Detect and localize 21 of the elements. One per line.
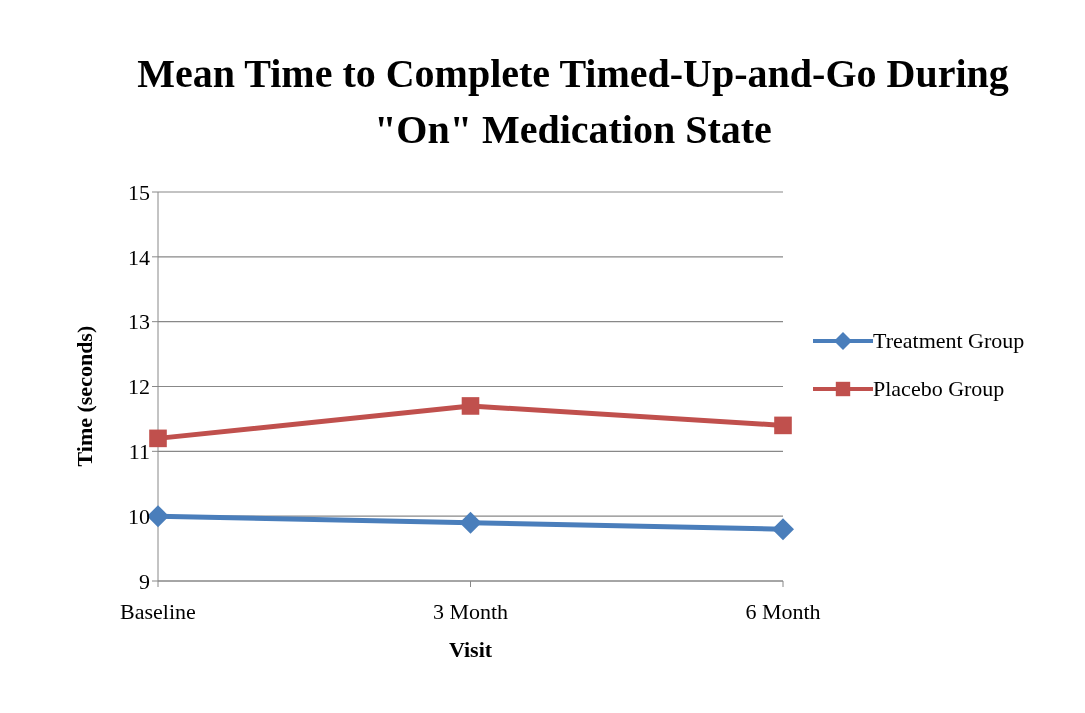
y-tick-label: 13 — [128, 309, 150, 335]
y-tick-label: 12 — [128, 374, 150, 400]
x-axis-title: Visit — [448, 637, 493, 662]
y-tick-label: 9 — [139, 568, 150, 594]
point — [461, 397, 480, 415]
point — [147, 505, 169, 528]
point — [772, 518, 794, 541]
x-tick-label: 6 Month — [745, 598, 821, 624]
point — [149, 429, 167, 448]
y-axis-title: Time (seconds) — [71, 325, 97, 467]
y-tick-label: 15 — [128, 179, 150, 205]
point — [459, 511, 482, 534]
y-tick-label: 10 — [128, 503, 150, 529]
point — [774, 416, 792, 435]
x-tick-label: 3 Month — [432, 598, 509, 624]
x-tick-label: Baseline — [120, 598, 196, 624]
y-tick-label: 11 — [128, 439, 150, 465]
chart-title: Mean Time to Complete Timed-Up-and-Go During "On" Medication State — [136, 50, 1010, 154]
legend-label: Placebo Group — [873, 375, 1005, 402]
legend-label: Treatment Group — [873, 327, 1025, 354]
y-tick-label: 14 — [128, 244, 150, 270]
